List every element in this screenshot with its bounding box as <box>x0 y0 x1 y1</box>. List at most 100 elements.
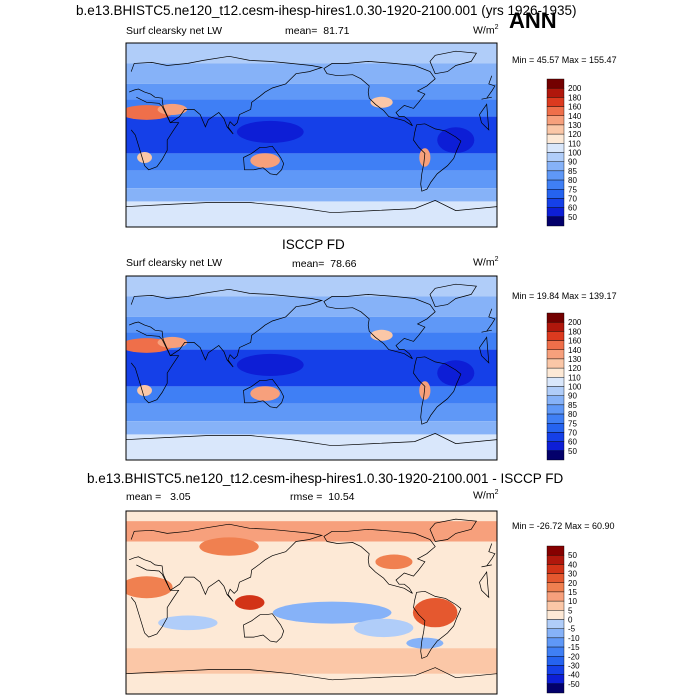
coastline-namerica <box>323 61 436 127</box>
colorbar-tick-label: 90 <box>568 392 577 401</box>
panel2-mean: mean= 78.66 <box>292 258 357 270</box>
panel2-minmax: Min = 19.84 Max = 139.17 <box>512 291 617 301</box>
panel3-title: b.e13.BHISTC5.ne120_t12.cesm-ihesp-hires… <box>87 471 564 486</box>
colorbar-swatch <box>546 450 565 461</box>
field-band <box>126 386 497 404</box>
field-band <box>126 63 497 84</box>
colorbar-tick-label: -15 <box>568 643 580 652</box>
ocean-cool-blob <box>272 601 392 624</box>
colorbar-tick-label: 130 <box>568 355 582 364</box>
land-warm-blob <box>126 576 173 599</box>
field-band <box>126 83 497 100</box>
season-label: ANN <box>509 8 557 33</box>
colorbar-tick-label: 200 <box>568 318 582 327</box>
coastline-australia <box>243 145 285 176</box>
colorbar-swatch <box>546 358 565 369</box>
colorbar-tick-label: -10 <box>568 634 580 643</box>
field-layer-1 <box>126 276 497 460</box>
colorbar-swatch <box>546 573 565 583</box>
colorbar-tick-label: 0 <box>568 616 573 625</box>
colorbar-swatch <box>546 321 565 332</box>
colorbar-tick-label: -5 <box>568 625 576 634</box>
land-warm-blob <box>157 336 188 348</box>
land-warm-blob <box>137 151 152 164</box>
colorbar-tick-label: 75 <box>568 185 577 194</box>
colorbar-swatch <box>546 198 565 208</box>
warm-pool-blob <box>236 353 304 376</box>
colorbar-swatch <box>546 115 565 126</box>
colorbar-swatch <box>546 441 565 452</box>
colorbar-swatch <box>546 377 565 387</box>
coastline-greenland <box>429 50 478 75</box>
colorbar-swatch <box>546 591 565 602</box>
field-band <box>126 201 497 227</box>
colorbar-swatch <box>546 395 565 406</box>
colorbar-swatch <box>546 133 565 144</box>
land-warm-blob <box>250 386 280 401</box>
colorbar-swatch <box>546 564 565 574</box>
coastline-namerica <box>323 294 436 360</box>
coastline-africa <box>130 329 492 404</box>
colorbar-tick-label: 90 <box>568 158 577 167</box>
colorbar-tick-label: 50 <box>568 551 577 560</box>
ocean-cool-blob <box>406 637 444 649</box>
coastline-africa <box>130 96 492 171</box>
colorbar-tick-label: 140 <box>568 346 582 355</box>
colorbar-tick-label: 15 <box>568 588 577 597</box>
colorbar-tick-label: -30 <box>568 661 580 670</box>
amazon-blob <box>437 360 475 386</box>
colorbar-swatch <box>546 367 565 378</box>
colorbar-swatch <box>546 582 565 593</box>
field-band <box>126 434 497 460</box>
land-warm-blob <box>137 384 152 397</box>
colorbar-swatch <box>546 207 565 218</box>
colorbar-tick-label: 110 <box>568 139 581 148</box>
field-band <box>126 349 497 387</box>
coastline-antarctica <box>126 200 497 227</box>
colorbar-swatch <box>546 216 565 227</box>
colorbar-swatch <box>546 610 565 620</box>
colorbar-swatch <box>546 432 565 442</box>
coastline-greenland <box>429 518 478 542</box>
colorbar-swatch <box>546 106 565 116</box>
colorbar-tick-label: 75 <box>568 419 577 428</box>
colorbar-swatch <box>546 674 565 685</box>
colorbar-swatch <box>546 619 565 629</box>
field-band <box>126 188 497 202</box>
land-warm-blob <box>250 153 280 168</box>
colorbar-swatch <box>546 545 565 556</box>
land-warm-blob <box>157 103 188 115</box>
colorbar-tick-label: 85 <box>568 401 577 410</box>
panel3-mean: mean = 3.05 <box>126 491 191 503</box>
coastline-namerica <box>323 528 436 594</box>
panel3-units: W/m2 <box>473 489 499 502</box>
coastline-samerica <box>413 356 462 425</box>
field-band <box>126 116 497 154</box>
land-warm-blob <box>375 554 413 570</box>
land-warm-blob <box>234 595 265 610</box>
land-warm-blob <box>412 598 458 628</box>
case-title: b.e13.BHISTC5.ne120_t12.cesm-ihesp-hires… <box>76 3 577 18</box>
colorbar-swatch <box>546 340 565 350</box>
field-band <box>126 521 497 542</box>
colorbar-swatch <box>546 665 565 675</box>
colorbar-tick-label: 120 <box>568 364 582 373</box>
coastline-africa <box>130 564 492 638</box>
colorbar-tick-label: 70 <box>568 428 577 437</box>
map-frame-0 <box>125 42 498 228</box>
colorbar-tick-label: 160 <box>568 103 582 112</box>
field-band <box>126 403 497 422</box>
colorbar-swatch <box>546 646 565 657</box>
colorbar-swatch <box>546 170 565 181</box>
colorbar-tick-label: -40 <box>568 671 580 680</box>
coastline-samerica <box>413 123 462 192</box>
colorbar-tick-label: -20 <box>568 652 580 661</box>
colorbar-swatch <box>546 600 565 611</box>
colorbar-swatch <box>546 87 565 98</box>
ocean-cool-blob <box>158 615 218 631</box>
colorbar-swatch <box>546 152 565 162</box>
colorbar-tick-label: 80 <box>568 410 577 419</box>
colorbar-tick-label: 130 <box>568 121 582 130</box>
field-layer-0 <box>126 43 497 227</box>
